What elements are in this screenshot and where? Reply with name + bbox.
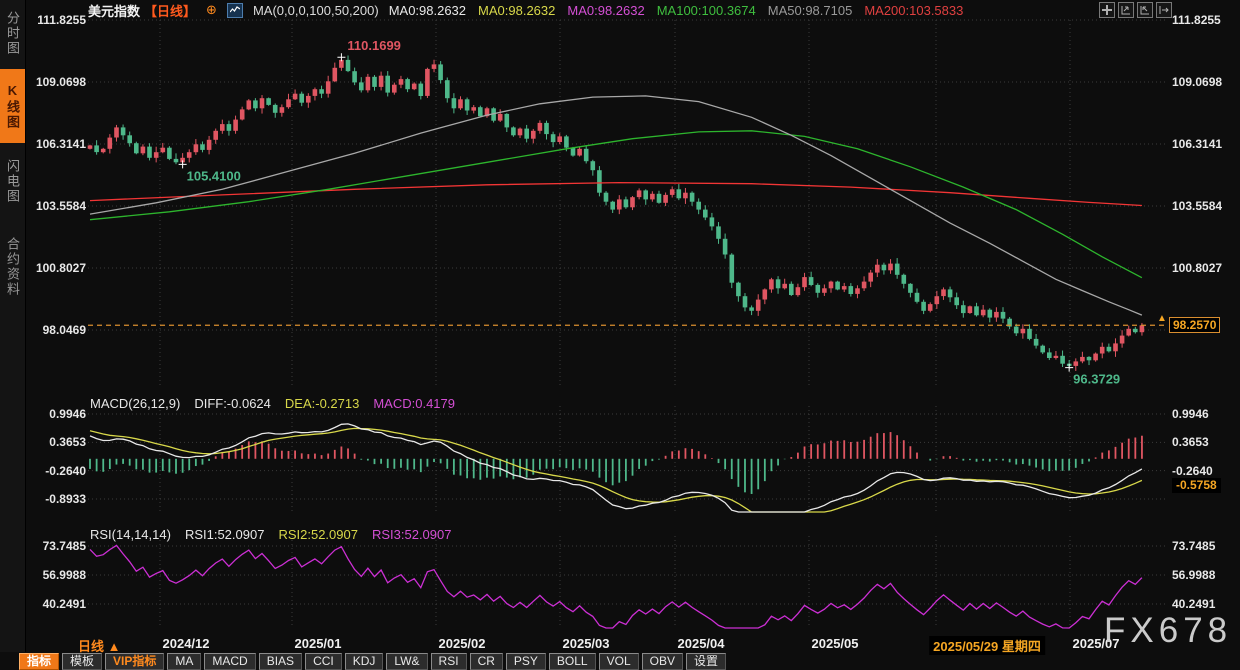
- toolbar-button-CCI[interactable]: CCI: [305, 653, 342, 670]
- scroll-to-latest-icon[interactable]: ▲: [1157, 315, 1167, 323]
- ma-value-0: MA0:98.2632: [389, 3, 466, 18]
- exit-fullscreen-icon[interactable]: [1156, 2, 1172, 18]
- svg-text:105.4100: 105.4100: [187, 168, 241, 183]
- svg-text:96.3729: 96.3729: [1073, 372, 1120, 387]
- x-axis: 日线 ▲ 2025/05/29 星期四 2024/122025/012025/0…: [0, 636, 1240, 652]
- toolbar-button-PSY[interactable]: PSY: [506, 653, 546, 670]
- toolbar-button-模板[interactable]: 模板: [62, 653, 102, 670]
- ma-value-4: MA50:98.7105: [768, 3, 853, 18]
- toolbar-button-VIP指标[interactable]: VIP指标: [105, 653, 164, 670]
- rsi2-value: RSI2:52.0907: [278, 527, 358, 542]
- toolbar-button-VOL[interactable]: VOL: [599, 653, 639, 670]
- zoom-in-chart-icon[interactable]: [1137, 2, 1153, 18]
- ma-value-5: MA200:103.5833: [864, 3, 963, 18]
- crosshair-icon[interactable]: [1099, 2, 1115, 18]
- zoom-out-chart-icon[interactable]: [1118, 2, 1134, 18]
- x-axis-label-2025/05: 2025/05: [812, 636, 859, 651]
- toolbar-button-CR[interactable]: CR: [470, 653, 503, 670]
- x-axis-label-2025/02: 2025/02: [439, 636, 486, 651]
- x-axis-label-2025/04: 2025/04: [678, 636, 725, 651]
- ma-values: MA0:98.2632 MA0:98.2632 MA0:98.2632 MA100:1…: [389, 3, 964, 18]
- ma-params-label: MA(0,0,0,100,50,200): [253, 3, 379, 18]
- x-axis-label-2024/12: 2024/12: [163, 636, 210, 651]
- ma-chart-icon[interactable]: [227, 3, 243, 18]
- last-price-label: 98.2570: [1169, 317, 1220, 333]
- ma-value-2: MA0:98.2632: [567, 3, 644, 18]
- toolbar-button-MACD[interactable]: MACD: [204, 653, 255, 670]
- toolbar-button-BIAS[interactable]: BIAS: [259, 653, 302, 670]
- watermark: FX678: [1104, 611, 1232, 651]
- macd-crosshair-value-label: -0.5758: [1172, 478, 1221, 493]
- symbol-name: 美元指数: [88, 1, 140, 20]
- ma-value-1: MA0:98.2632: [478, 3, 555, 18]
- x-axis-label-2025/03: 2025/03: [563, 636, 610, 651]
- chart-canvas[interactable]: 110.1699 105.4100 96.3729: [0, 0, 1240, 670]
- ma-value-3: MA100:100.3674: [657, 3, 756, 18]
- toolbar-button-RSI[interactable]: RSI: [431, 653, 467, 670]
- macd-header: MACD(26,12,9) DIFF:-0.0624 DEA:-0.2713 M…: [90, 396, 455, 411]
- rsi-title: RSI(14,14,14): [90, 527, 171, 542]
- x-axis-label-2025/01: 2025/01: [295, 636, 342, 651]
- toolbar-button-MA[interactable]: MA: [167, 653, 201, 670]
- rsi-header: RSI(14,14,14) RSI1:52.0907 RSI2:52.0907 …: [90, 527, 451, 542]
- period-tag: 【日线】: [144, 1, 196, 20]
- toolbar-button-设置[interactable]: 设置: [686, 653, 726, 670]
- chart-window: { "header": { "symbol": "美元指数", "period_…: [0, 0, 1240, 670]
- svg-text:110.1699: 110.1699: [347, 38, 401, 53]
- toolbar-button-指标[interactable]: 指标: [19, 653, 59, 670]
- macd-value: MACD:0.4179: [373, 396, 455, 411]
- chart-header: 美元指数【日线】 ⊕ MA(0,0,0,100,50,200) MA0:98.2…: [88, 2, 963, 18]
- macd-title: MACD(26,12,9): [90, 396, 180, 411]
- toolbar-button-KDJ[interactable]: KDJ: [345, 653, 384, 670]
- indicator-toolbar: 指标模板VIP指标MAMACDBIASCCIKDJLW&RSICRPSYBOLL…: [19, 652, 1240, 670]
- toolbar-button-OBV[interactable]: OBV: [642, 653, 683, 670]
- macd-diff-value: DIFF:-0.0624: [194, 396, 271, 411]
- macd-dea-value: DEA:-0.2713: [285, 396, 359, 411]
- chart-toolbar-icons: [1099, 2, 1172, 18]
- rsi3-value: RSI3:52.0907: [372, 527, 452, 542]
- toolbar-button-BOLL[interactable]: BOLL: [549, 653, 596, 670]
- toolbar-button-LW&[interactable]: LW&: [386, 653, 427, 670]
- rsi1-value: RSI1:52.0907: [185, 527, 265, 542]
- plus-circle-icon[interactable]: ⊕: [206, 2, 217, 18]
